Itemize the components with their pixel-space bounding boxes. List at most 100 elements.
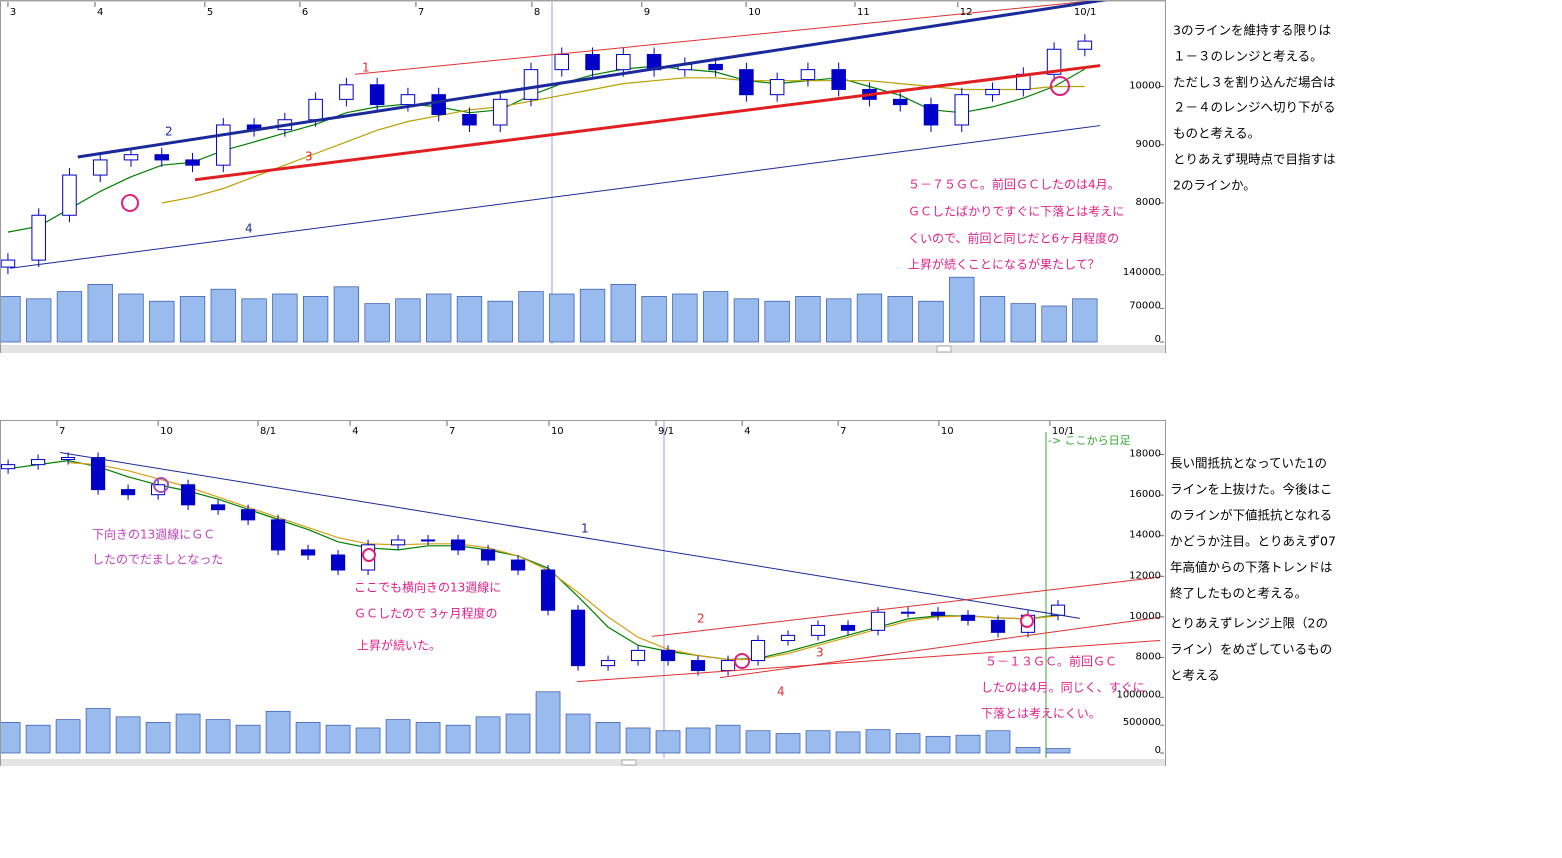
x-tick-label: 7 (840, 426, 846, 437)
commentary: 3のラインを維持する限りは １－３のレンジと考える。 ただし３を割り込んだ場合は… (1170, 23, 1336, 683)
x-tick-label: 3 (10, 7, 16, 18)
candle-body (120, 489, 136, 496)
x-tick-label: 10/1 (1052, 426, 1074, 437)
volume-tick-label: 500000 (1123, 717, 1161, 728)
candle-body (930, 611, 946, 616)
candle-body (390, 539, 406, 546)
annotation: 上昇が続いた。 (357, 638, 441, 653)
x-tick-label: 4 (744, 426, 750, 437)
annotation: 下向きの13週線にＧＣ (92, 527, 215, 542)
volume-bar (272, 293, 298, 343)
candle-body (30, 459, 46, 466)
candle-body (769, 79, 785, 96)
comment-line: ただし３を割り込んだ場合は (1173, 75, 1336, 90)
x-tick-label: 7 (59, 426, 65, 437)
y-tick-label: 10000 (1129, 611, 1161, 622)
candle-body (492, 98, 508, 126)
comment-line: 長い間抵抗となっていた1の (1170, 456, 1327, 471)
candle-body (690, 660, 706, 672)
candle-body (400, 94, 416, 106)
volume-bar (175, 713, 201, 754)
volume-tick-label: 0 (1155, 334, 1161, 345)
volume-bar (518, 291, 544, 343)
volume-bar (1041, 305, 1067, 343)
candle-body (831, 69, 846, 90)
x-tick-label: 8/1 (260, 426, 276, 437)
comment-line: 終了したものと考える。 (1170, 586, 1307, 601)
volume-bar (535, 691, 561, 754)
trend-line-label: 3 (816, 646, 824, 660)
volume-bar (1, 722, 21, 754)
volume-bar (295, 722, 321, 754)
annotation: くいので、前回と同じだと6ヶ月程度の (908, 231, 1119, 246)
annotation: 上昇が続くことになるが果たして？ (908, 257, 1100, 272)
volume-bar (887, 296, 913, 343)
x-tick-label: 9/1 (658, 426, 674, 437)
candle-body (554, 54, 570, 71)
volume-bar (685, 727, 711, 754)
y-tick-label: 9000 (1136, 139, 1161, 150)
x-tick-label: 9 (644, 7, 650, 18)
chart-frame (0, 420, 1166, 766)
annotation: ＧＣしたので 3ヶ月程度の (354, 606, 497, 621)
volume-bar (733, 298, 760, 343)
candle-body (750, 639, 766, 662)
trend-line (10, 125, 1101, 269)
volume-bar (715, 724, 741, 754)
volume-bar (364, 303, 390, 343)
gc-marker (153, 477, 169, 493)
x-tick-label: 6 (302, 7, 308, 18)
candle-body (630, 649, 646, 662)
candle-body (540, 569, 556, 611)
trend-line (577, 639, 1161, 683)
volume-bar (115, 716, 141, 754)
candle-body (892, 98, 908, 106)
scroll-thumb[interactable] (936, 345, 952, 353)
annotation: 下落とは考えにくい。 (981, 707, 1101, 721)
candle-body (660, 649, 676, 662)
candle-body (1, 259, 16, 268)
candle-body (780, 634, 796, 641)
y-tick-label: 16000 (1129, 489, 1161, 500)
y-tick-label: 14000 (1129, 530, 1161, 541)
gc-marker (121, 194, 139, 212)
trend-line (354, 1, 1097, 75)
volume-bar (745, 730, 771, 754)
volume-bar (835, 731, 861, 754)
volume-tick-label: 0 (1155, 745, 1161, 756)
comment-line: 3のラインを維持する限りは (1173, 23, 1331, 38)
scrollbar[interactable] (1, 759, 1165, 766)
volume-bar (87, 284, 113, 343)
plot-area (1, 451, 1161, 754)
gc-marker (362, 548, 376, 562)
scrollbar[interactable] (1, 345, 1165, 353)
volume-bar (775, 733, 801, 754)
candle-body (270, 519, 286, 551)
plots: 3 4 5 6 7 8 9 10 11 12 10/180009000100000700001400… (1, 1, 1164, 756)
volume-bar (625, 727, 651, 754)
y-tick-label: 10000 (1129, 81, 1161, 92)
annotation: ５－７５ＧＣ。前回ＧＣしたのは4月。 (908, 177, 1120, 192)
comment-line: ライン）をめざしているもの (1170, 642, 1332, 657)
scroll-thumb[interactable] (621, 759, 637, 766)
candle-body (720, 660, 736, 672)
candle-body (154, 154, 170, 161)
x-tick-label: 5 (207, 7, 213, 18)
volume-bar (805, 730, 831, 754)
gc-marker (1050, 76, 1070, 96)
volume-bar (179, 296, 206, 343)
volume-bar (55, 719, 81, 754)
y-tick-label: 8000 (1136, 197, 1161, 208)
volume-bar (549, 293, 575, 343)
comment-line: 2のラインか。 (1173, 178, 1256, 193)
comment-line: のラインが下値抵抗となれる (1170, 508, 1332, 523)
volume-bar (1072, 298, 1098, 343)
candle-body (180, 484, 196, 506)
candle-body (90, 457, 106, 491)
trend-line-label: 1 (362, 61, 370, 75)
volume-bar (415, 722, 441, 754)
annotation: したのでだましとなった (92, 553, 223, 567)
candle-body (92, 159, 108, 176)
candle-body (985, 88, 1000, 96)
volume-bar (445, 724, 471, 754)
